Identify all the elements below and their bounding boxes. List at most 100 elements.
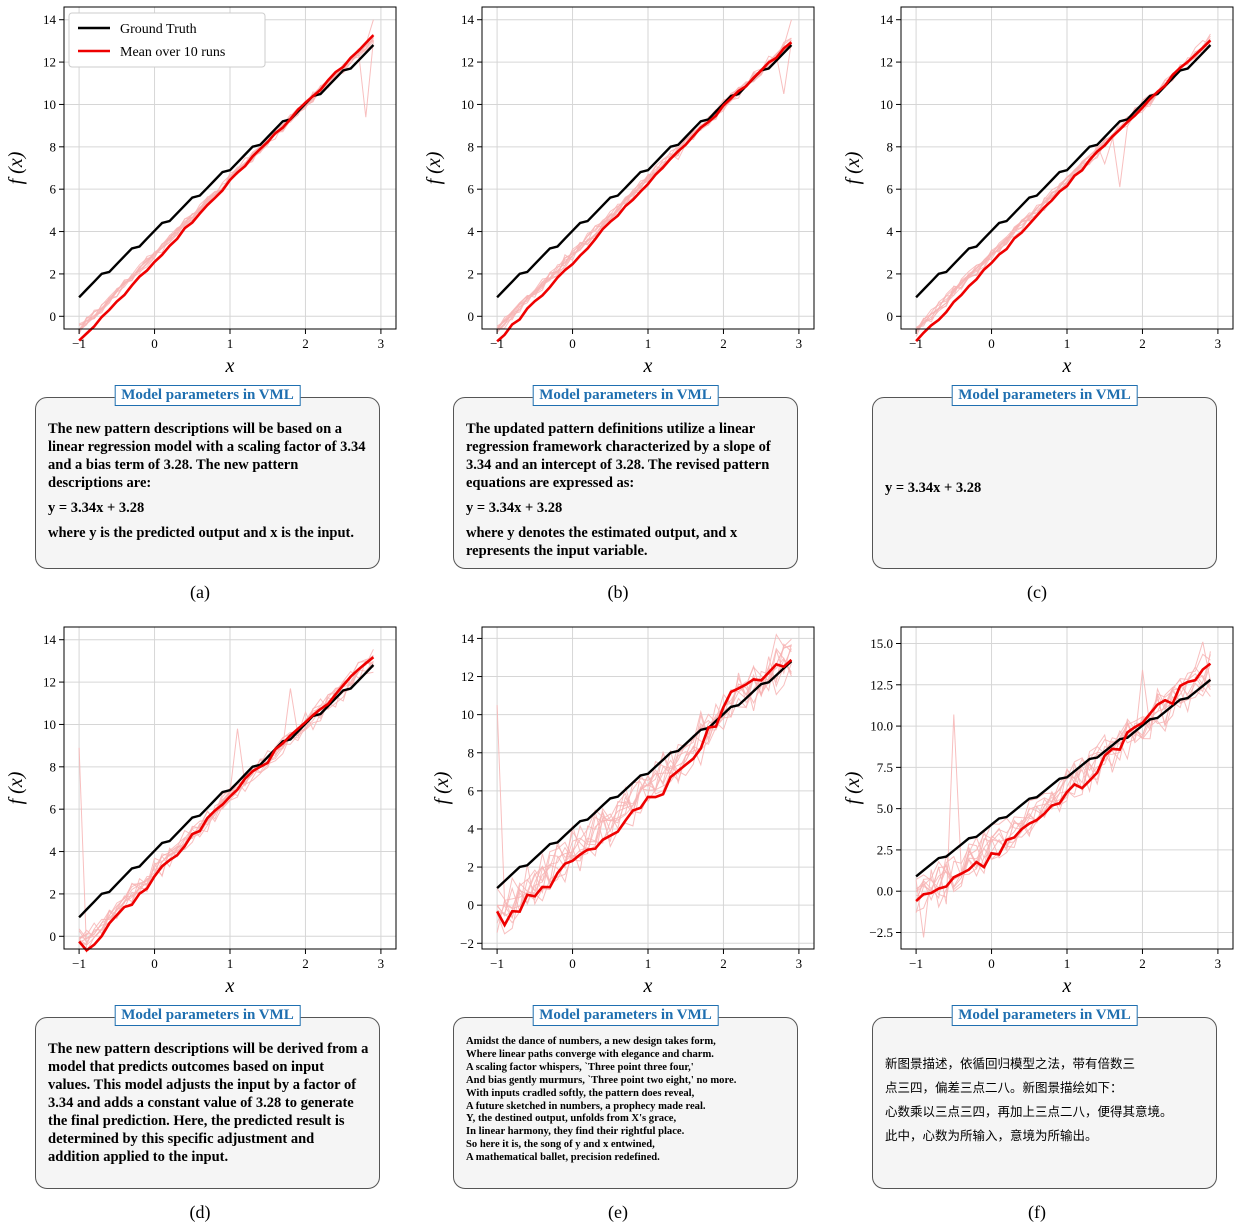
ground-truth-line bbox=[78, 44, 375, 299]
y-tick-label: 2 bbox=[468, 860, 475, 875]
y-tick-label: 0 bbox=[50, 929, 57, 944]
parameter-box-title: Model parameters in VML bbox=[532, 385, 719, 406]
parameter-text-line: 心数乘以三点三四，再加上三点二八，便得其意境。 bbox=[885, 1104, 1173, 1119]
y-tick-label: −2.5 bbox=[869, 925, 893, 940]
parameter-box-text: The new pattern descriptions will be der… bbox=[48, 1040, 369, 1182]
y-axis-label: f (x) bbox=[423, 151, 445, 184]
y-tick-label: 14 bbox=[461, 12, 475, 27]
parameter-text-line: The updated pattern definitions utilize … bbox=[466, 421, 771, 491]
x-tick-label: −1 bbox=[72, 336, 86, 351]
y-tick-label: 14 bbox=[461, 631, 475, 646]
y-tick-label: 10 bbox=[880, 97, 893, 112]
y-tick-label: 8 bbox=[468, 139, 475, 154]
y-tick-label: 10 bbox=[43, 97, 56, 112]
x-tick-label: 0 bbox=[988, 336, 995, 351]
x-axis-label: x bbox=[225, 355, 235, 377]
x-tick-label: 3 bbox=[1215, 956, 1222, 971]
x-tick-label: 2 bbox=[302, 956, 309, 971]
parameter-text-line: Y, the destined output, unfolds from X's… bbox=[466, 1113, 677, 1125]
parameter-text-line: y = 3.34x + 3.28 bbox=[48, 500, 145, 516]
parameter-box: Model parameters in VML y = 3.34x + 3.28 bbox=[872, 385, 1217, 569]
parameter-text-line: y = 3.34x + 3.28 bbox=[885, 479, 982, 496]
x-tick-label: 1 bbox=[1064, 956, 1071, 971]
y-tick-label: −2 bbox=[460, 936, 474, 951]
parameter-text-line: 点三四，偏差三点二八。新图景描绘如下： bbox=[885, 1080, 1123, 1095]
parameter-text-line: The new pattern descriptions will be der… bbox=[48, 1041, 369, 1165]
y-tick-label: 0 bbox=[887, 309, 894, 324]
y-tick-label: 2 bbox=[468, 266, 475, 281]
y-tick-label: 6 bbox=[468, 182, 475, 197]
parameter-text-line: 新图景描述，依循回归模型之法，带有倍数三 bbox=[885, 1056, 1136, 1071]
y-tick-label: 6 bbox=[887, 182, 894, 197]
mean-line bbox=[495, 658, 793, 928]
mean-line bbox=[78, 34, 375, 342]
y-tick-label: 14 bbox=[43, 12, 57, 27]
parameter-box: Model parameters in VML 新图景描述，依循回归模型之法，带有… bbox=[872, 1005, 1217, 1189]
panel-caption: (d) bbox=[189, 1202, 211, 1222]
parameter-text-line: The new pattern descriptions will be bas… bbox=[48, 421, 366, 491]
parameter-box-text: y = 3.34x + 3.28 bbox=[885, 420, 1206, 562]
y-axis-label: f (x) bbox=[5, 771, 27, 804]
parameter-text-line: where y is the predicted output and x is… bbox=[48, 525, 355, 541]
parameter-box-text: The updated pattern definitions utilize … bbox=[466, 420, 787, 562]
y-tick-label: 6 bbox=[50, 182, 57, 197]
y-tick-label: 2 bbox=[50, 266, 57, 281]
x-tick-label: 2 bbox=[302, 336, 309, 351]
y-tick-label: 4 bbox=[468, 821, 475, 836]
parameter-box-title: Model parameters in VML bbox=[532, 1005, 719, 1026]
y-tick-label: 7.5 bbox=[877, 760, 893, 775]
x-tick-label: 0 bbox=[151, 336, 158, 351]
mean-line bbox=[915, 662, 1212, 903]
panel-f: −1 0 1 2 3 −2.5 0.0 2.5 5.0 7.5 10.0 12.5 15.0 x f (x)… bbox=[837, 620, 1237, 1222]
panel-caption: (c) bbox=[1027, 582, 1047, 602]
x-tick-label: 0 bbox=[151, 956, 158, 971]
ground-truth-line bbox=[915, 678, 1212, 878]
ground-truth-line bbox=[496, 660, 793, 889]
panel-caption: (e) bbox=[608, 1202, 628, 1222]
y-tick-label: 14 bbox=[880, 12, 894, 27]
x-axis-label: x bbox=[1062, 355, 1072, 377]
y-tick-label: 4 bbox=[887, 224, 894, 239]
parameter-text-line: 此中，心数为所输入，意境为所输出。 bbox=[885, 1128, 1098, 1143]
legend-frame bbox=[68, 12, 266, 68]
panel-a: −1 0 1 2 3 0 2 4 6 8 10 12 14 x f (x) Ground Truth Mean … bbox=[0, 0, 400, 602]
x-tick-label: −1 bbox=[909, 336, 923, 351]
chart-f: −1 0 1 2 3 −2.5 0.0 2.5 5.0 7.5 10.0 12.5 15.0 x f (x) bbox=[842, 626, 1234, 997]
y-tick-label: 4 bbox=[468, 224, 475, 239]
y-tick-label: 8 bbox=[50, 759, 57, 774]
x-axis-label: x bbox=[1062, 975, 1072, 997]
parameter-text-line: Where linear paths converge with eleganc… bbox=[466, 1048, 714, 1060]
legend-label-mean: Mean over 10 runs bbox=[120, 45, 225, 60]
y-tick-label: 12 bbox=[43, 55, 56, 70]
parameter-text-line: So here it is, the song of y and x entwi… bbox=[466, 1139, 655, 1151]
y-tick-label: 2.5 bbox=[877, 842, 893, 857]
parameter-text-line: A future sketched in numbers, a prophecy… bbox=[466, 1100, 706, 1112]
x-tick-label: −1 bbox=[490, 336, 504, 351]
x-axis-label: x bbox=[643, 975, 653, 997]
y-tick-label: 12 bbox=[43, 675, 56, 690]
parameter-box-title: Model parameters in VML bbox=[951, 1005, 1138, 1026]
y-tick-label: 10 bbox=[461, 707, 474, 722]
y-tick-label: 12.5 bbox=[870, 677, 893, 692]
y-tick-label: 8 bbox=[468, 745, 475, 760]
y-tick-label: 0 bbox=[468, 898, 475, 913]
parameter-box-title: Model parameters in VML bbox=[114, 385, 301, 406]
legend: Ground Truth Mean over 10 runs bbox=[68, 12, 266, 68]
x-tick-label: 3 bbox=[796, 336, 803, 351]
parameter-box: Model parameters in VML The new pattern d… bbox=[35, 385, 380, 569]
parameter-box-text: 新图景描述，依循回归模型之法，带有倍数三 点三四，偏差三点二八。新图景描绘如下： 心… bbox=[885, 1052, 1206, 1182]
x-tick-label: −1 bbox=[909, 956, 923, 971]
parameter-text-line: And bias gently murmurs, `Three point tw… bbox=[466, 1074, 737, 1086]
parameter-box: Model parameters in VML The updated patte… bbox=[453, 385, 798, 569]
y-tick-label: 0 bbox=[468, 309, 475, 324]
parameter-text-line: A scaling factor whispers, `Three point … bbox=[466, 1061, 694, 1073]
y-tick-label: 6 bbox=[50, 802, 57, 817]
x-tick-label: 1 bbox=[645, 336, 652, 351]
legend-label-ground-truth: Ground Truth bbox=[120, 22, 197, 37]
y-tick-label: 8 bbox=[50, 139, 57, 154]
x-tick-label: 3 bbox=[378, 336, 385, 351]
parameter-text-line: Amidst the dance of numbers, a new desig… bbox=[466, 1036, 716, 1047]
y-axis-label: f (x) bbox=[5, 151, 27, 184]
